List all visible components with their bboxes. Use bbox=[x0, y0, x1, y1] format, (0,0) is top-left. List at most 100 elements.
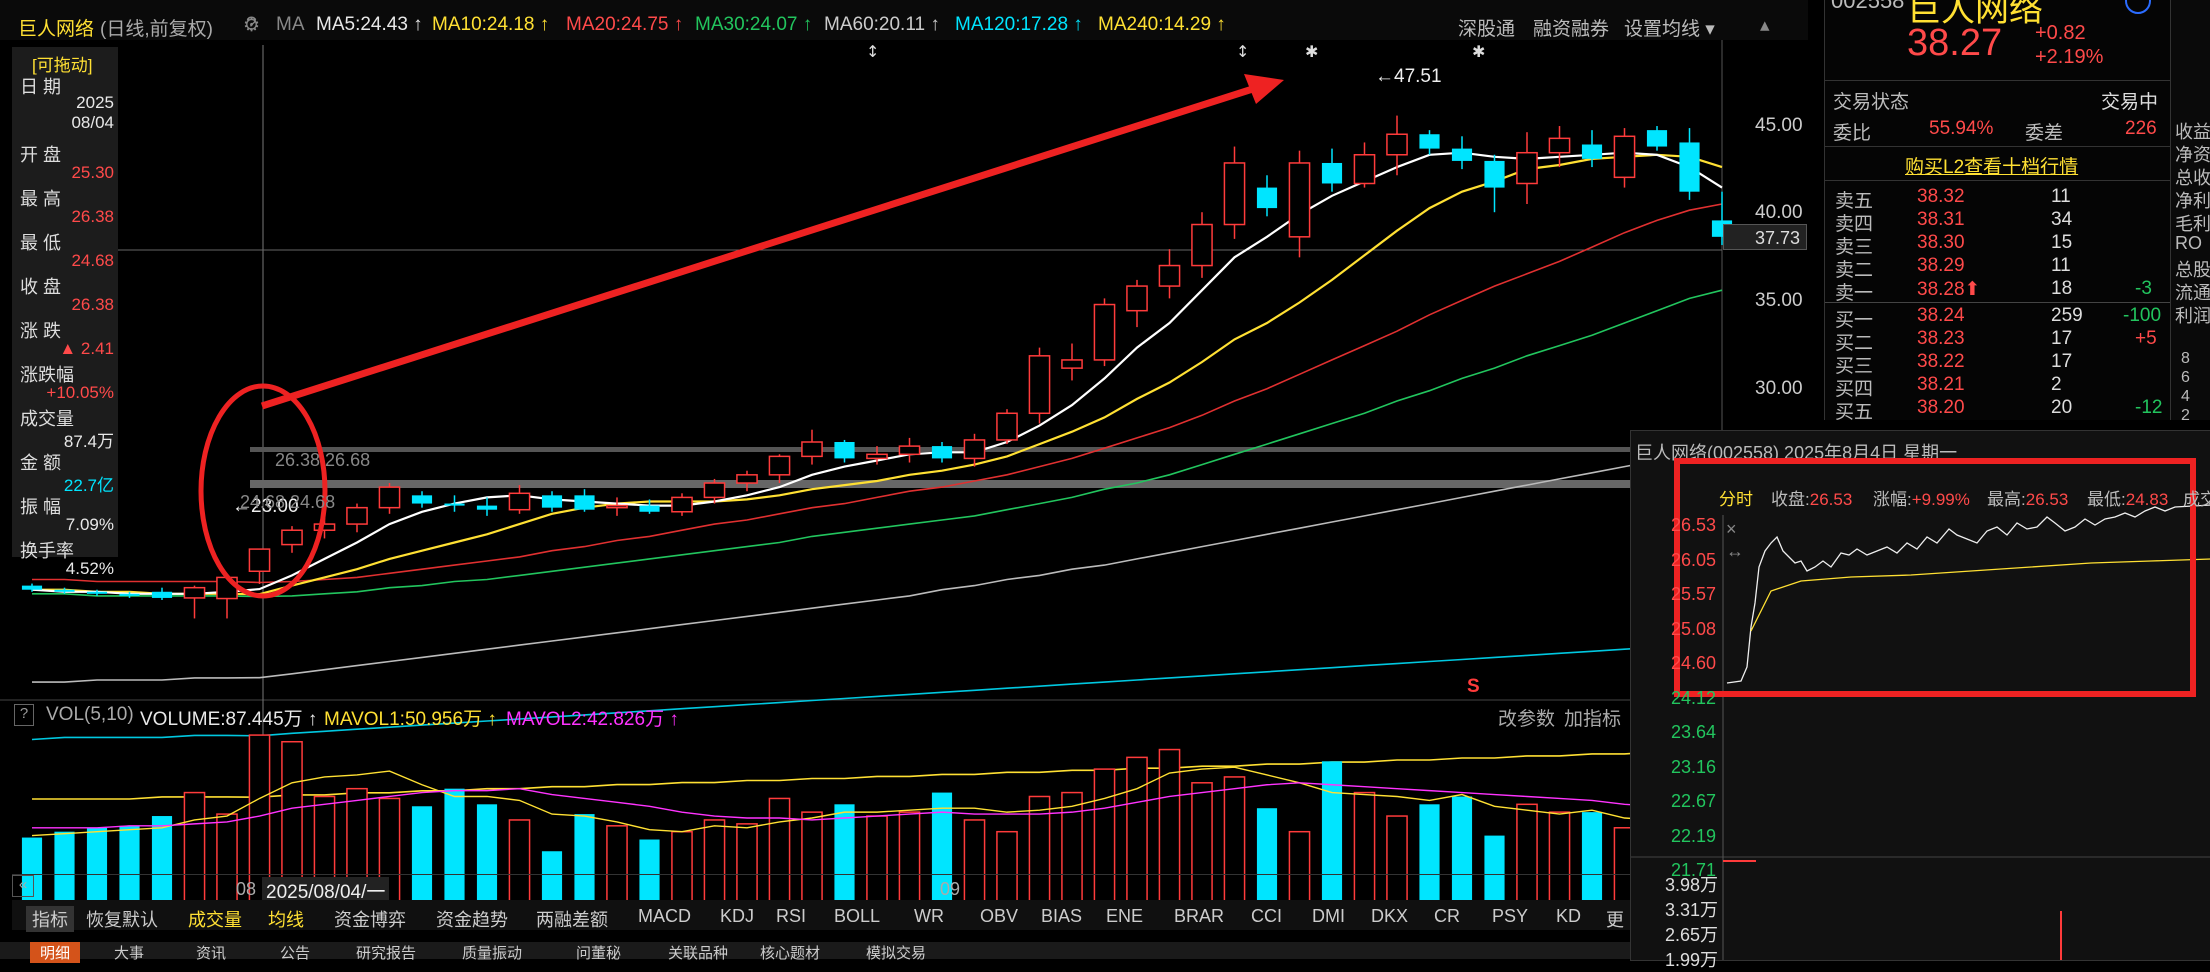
ask-row[interactable]: 卖五 38.32 11 bbox=[1835, 186, 2169, 212]
edit-params-button[interactable]: 改参数 bbox=[1498, 709, 1556, 730]
set-ma-button[interactable]: 设置均线 ▾ bbox=[1624, 19, 1715, 40]
kline-chart[interactable]: ↕ ↕ ✱ ✱ bbox=[0, 40, 1810, 940]
indicator-tab-4[interactable]: 资金博弈 bbox=[334, 910, 406, 930]
bottom-tab-7[interactable]: 关联品种 bbox=[668, 945, 729, 962]
ma-legend-item[interactable]: MA240:14.29 ↑ bbox=[1098, 14, 1226, 35]
indicator-tab-17[interactable]: DMI bbox=[1312, 906, 1345, 926]
buy-l2-link[interactable]: 购买L2查看十档行情 bbox=[1905, 157, 2079, 178]
ma-legend-item[interactable]: MA60:20.11 ↑ bbox=[824, 14, 940, 35]
ma-legend-item[interactable]: MA10:24.18 ↑ bbox=[432, 14, 550, 35]
ask-row[interactable]: 卖二 38.29 11 bbox=[1835, 255, 2169, 281]
indicator-tab-19[interactable]: CR bbox=[1434, 906, 1460, 926]
mavol2-value: MAVOL2:42.826万 ↑ bbox=[506, 709, 679, 730]
info-panel[interactable]: [可拖动] 日 期 2025 08/04 开 盘 25.30 最 高 26.38 最 低 24.… bbox=[12, 47, 118, 578]
date-month-label: 08 bbox=[236, 879, 257, 899]
indicator-tab-12[interactable]: OBV bbox=[980, 906, 1019, 926]
intraday-avg-line bbox=[1750, 558, 2210, 632]
ma-legend-item[interactable]: MA30:24.07 ↑ bbox=[695, 14, 813, 35]
ma-legend-item[interactable]: MA120:17.28 ↑ bbox=[955, 14, 1083, 35]
indicator-tab-9[interactable]: RSI bbox=[776, 906, 807, 926]
scroll-up-icon[interactable]: ▴ bbox=[1760, 15, 1770, 36]
indicator-tab-11[interactable]: WR bbox=[914, 906, 944, 926]
volume-bar bbox=[834, 804, 855, 906]
bottom-tab-8[interactable]: 核心题材 bbox=[760, 945, 821, 962]
intraday-chart bbox=[1631, 458, 2210, 960]
intraday-popup[interactable]: 巨人网络(002558) 2025年8月4日 星期一 分时 收盘:26.53 涨幅… bbox=[1630, 430, 2210, 970]
bid-row[interactable]: 买四 38.21 2 bbox=[1835, 374, 2169, 400]
candle-body bbox=[1451, 148, 1473, 161]
current-date-label: 2025/08/04/一 bbox=[262, 877, 390, 904]
draggable-label[interactable]: [可拖动] bbox=[32, 56, 93, 75]
popup-stat: 最高:26.53 bbox=[1987, 485, 2068, 510]
candle-body bbox=[866, 453, 888, 460]
bid-price: 38.21 bbox=[1917, 374, 1965, 395]
hover-tooltip-a: 26.38 26.68 bbox=[275, 450, 371, 470]
indicator-tab-15[interactable]: BRAR bbox=[1174, 906, 1225, 926]
bottom-tab-4[interactable]: 研究报告 bbox=[356, 945, 417, 962]
bottom-tab-3[interactable]: 公告 bbox=[280, 945, 311, 962]
resize-icon[interactable]: ↔ bbox=[1726, 541, 1744, 561]
candle-body bbox=[411, 495, 433, 504]
bid-volume: 259 bbox=[2051, 305, 2083, 326]
candle-body bbox=[1353, 154, 1376, 185]
candle-body bbox=[834, 442, 855, 459]
info-icon[interactable] bbox=[2125, 0, 2151, 14]
indicator-tab-0[interactable]: 指标 bbox=[26, 906, 74, 932]
indicator-tab-10[interactable]: BOLL bbox=[834, 906, 881, 926]
indicator-tab-2[interactable]: 成交量 bbox=[188, 910, 242, 930]
bottom-tab-2[interactable]: 资讯 bbox=[196, 945, 227, 962]
finance-side-label: 总收 bbox=[2175, 168, 2210, 188]
indicator-tab-3[interactable]: 均线 bbox=[268, 910, 304, 930]
settings-gear-icon[interactable]: ⚙ bbox=[243, 15, 261, 36]
ask-row[interactable]: 卖四 38.31 34 bbox=[1835, 209, 2169, 235]
intraday-tab[interactable]: 分时 bbox=[1719, 490, 1753, 509]
candle-body bbox=[346, 506, 368, 525]
indicator-tab-21[interactable]: KD bbox=[1556, 906, 1582, 926]
bottom-tab-0[interactable]: 明细 bbox=[30, 942, 81, 963]
ask-row[interactable]: 卖三 38.30 15 bbox=[1835, 232, 2169, 258]
bottom-tab-6[interactable]: 问董秘 bbox=[576, 945, 622, 962]
indicator-tab-1[interactable]: 恢复默认 bbox=[86, 910, 158, 930]
ask-price: 38.28⬆ bbox=[1917, 279, 1981, 300]
bid-row[interactable]: 买二 38.23 17 +5 bbox=[1835, 328, 2169, 354]
help-icon[interactable]: ? bbox=[246, 14, 257, 35]
candle-body bbox=[1061, 359, 1083, 369]
indicator-tab-18[interactable]: DKX bbox=[1371, 906, 1409, 926]
bid-row[interactable]: 买一 38.24 259 -100 bbox=[1835, 305, 2169, 331]
volume-help-icon[interactable]: ? bbox=[14, 704, 34, 726]
indicator-tab-7[interactable]: MACD bbox=[638, 906, 691, 926]
bid-row[interactable]: 买五 38.20 20 -12 bbox=[1835, 397, 2169, 423]
bottom-tab-1[interactable]: 大事 bbox=[114, 945, 145, 962]
stock-code: 002558 bbox=[1831, 0, 1905, 13]
bottom-tab-5[interactable]: 质量振动 bbox=[462, 945, 523, 962]
popup-price-label: 26.05 bbox=[1671, 549, 1717, 570]
ask-row[interactable]: 卖一 38.28⬆ 18 -3 bbox=[1835, 278, 2169, 304]
scroll-left-icon[interactable]: « bbox=[12, 875, 34, 897]
indicator-tab-20[interactable]: PSY bbox=[1492, 906, 1529, 926]
price-tick: 35.00 bbox=[1755, 290, 1803, 311]
ma-legend-item[interactable]: MA5:24.43 ↑ bbox=[316, 14, 423, 35]
shenguotong-button[interactable]: 深股通 bbox=[1458, 19, 1516, 40]
indicator-tab-16[interactable]: CCI bbox=[1251, 906, 1282, 926]
indicator-tab-8[interactable]: KDJ bbox=[720, 906, 755, 926]
stock-name[interactable]: 巨人网络 bbox=[18, 19, 95, 40]
margin-trading-button[interactable]: 融资融券 bbox=[1533, 19, 1610, 40]
bid-volume: 17 bbox=[2051, 328, 2073, 349]
indicator-tab-6[interactable]: 两融差额 bbox=[536, 910, 608, 930]
intraday-price-line bbox=[1726, 504, 2210, 684]
candle-body bbox=[248, 548, 271, 573]
indicator-tab-13[interactable]: BIAS bbox=[1041, 906, 1083, 926]
add-indicator-button[interactable]: 加指标 bbox=[1564, 709, 1622, 730]
indicator-tab-5[interactable]: 资金趋势 bbox=[436, 910, 508, 930]
popup-stat-label: 最低: bbox=[2087, 490, 2126, 509]
indicator-tab-14[interactable]: ENE bbox=[1106, 906, 1144, 926]
bid-row[interactable]: 买三 38.22 17 bbox=[1835, 351, 2169, 377]
indicator-tab-22[interactable]: 更 bbox=[1606, 910, 1624, 930]
volume-bar bbox=[444, 788, 465, 906]
bottom-tab-9[interactable]: 模拟交易 bbox=[866, 945, 927, 962]
signal-s-marker[interactable]: S bbox=[1467, 676, 1480, 697]
signal-mark: ↕ bbox=[1236, 42, 1249, 61]
indicator-tabs: 指标 恢复默认 成交量 均线 资金博弈 资金趋势 两融差额 MACD KDJ RSI BOLL WR O… bbox=[12, 900, 1632, 932]
close-icon[interactable]: × bbox=[1726, 519, 1737, 539]
ma-legend-item[interactable]: MA20:24.75 ↑ bbox=[566, 14, 684, 35]
